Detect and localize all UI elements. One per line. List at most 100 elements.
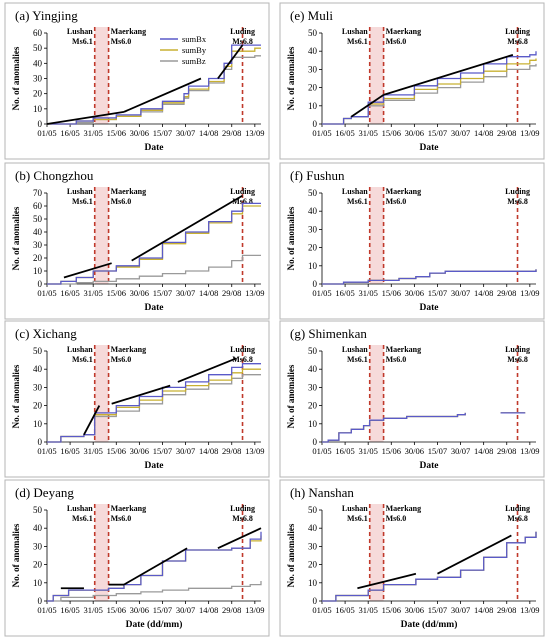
event-label: Lushan xyxy=(342,504,368,513)
y-tick-label: 30 xyxy=(33,240,43,250)
chart-title: (a) Yingjing xyxy=(15,8,78,23)
event-label: Lushan xyxy=(67,187,93,196)
x-tick-label: 30/07 xyxy=(176,288,195,298)
series-line-sumBz xyxy=(47,581,262,602)
y-tick-label: 0 xyxy=(38,596,43,606)
x-tick-label: 30/06 xyxy=(130,128,149,138)
x-tick-label: 30/06 xyxy=(405,605,424,615)
event-label: Luding xyxy=(505,345,530,354)
trend-line xyxy=(177,357,237,383)
x-tick-label: 13/09 xyxy=(245,605,264,615)
y-tick-label: 40 xyxy=(308,523,318,533)
event-magnitude: Ms6.1 xyxy=(347,197,368,206)
event-label: Maerkang xyxy=(386,504,422,513)
y-tick-label: 70 xyxy=(33,188,43,198)
y-tick-label: 10 xyxy=(308,578,318,588)
event-label: Maerkang xyxy=(111,27,147,36)
event-label: Luding xyxy=(505,504,530,513)
x-tick-label: 29/08 xyxy=(222,446,241,456)
y-axis-label: No. of anomalies xyxy=(11,523,21,587)
panel-border xyxy=(4,479,270,637)
x-axis-label: Date xyxy=(420,303,439,313)
panel-border xyxy=(279,2,545,160)
event-magnitude: Ms6.0 xyxy=(111,197,132,206)
x-tick-label: 15/06 xyxy=(382,605,401,615)
event-magnitude: Ms6.8 xyxy=(232,37,253,46)
y-tick-label: 0 xyxy=(38,279,43,289)
x-tick-label: 13/09 xyxy=(245,446,264,456)
event-magnitude: Ms6.1 xyxy=(72,37,93,46)
x-tick-label: 15/06 xyxy=(382,128,401,138)
y-tick-label: 20 xyxy=(33,401,43,411)
x-tick-label: 31/05 xyxy=(83,446,102,456)
y-tick-label: 20 xyxy=(308,83,318,93)
x-tick-label: 30/07 xyxy=(176,128,195,138)
x-tick-label: 01/05 xyxy=(37,446,56,456)
x-tick-label: 31/05 xyxy=(358,288,377,298)
trend-line xyxy=(123,77,202,113)
legend-label: sumBz xyxy=(182,56,206,66)
x-tick-label: 15/07 xyxy=(153,446,172,456)
x-tick-label: 14/08 xyxy=(474,288,493,298)
y-tick-label: 50 xyxy=(33,43,43,53)
y-tick-label: 40 xyxy=(33,523,43,533)
event-label: Lushan xyxy=(342,345,368,354)
x-tick-label: 30/06 xyxy=(130,605,149,615)
y-axis-label: No. of anomalies xyxy=(286,364,296,428)
y-tick-label: 10 xyxy=(308,101,318,111)
y-tick-label: 20 xyxy=(308,243,318,253)
y-tick-label: 40 xyxy=(308,206,318,216)
event-magnitude: Ms6.8 xyxy=(507,197,528,206)
x-tick-label: 29/08 xyxy=(222,605,241,615)
event-shading xyxy=(369,345,384,442)
series-line-sumBx xyxy=(47,202,261,285)
series-line-sumBx xyxy=(322,531,537,602)
panel-border xyxy=(4,2,270,160)
x-tick-label: 29/08 xyxy=(497,446,516,456)
event-magnitude: Ms6.8 xyxy=(232,514,253,523)
y-tick-label: 30 xyxy=(33,382,43,392)
x-tick-label: 15/07 xyxy=(428,605,447,615)
x-tick-label: 14/08 xyxy=(199,128,218,138)
event-magnitude: Ms6.8 xyxy=(232,197,253,206)
panel-border xyxy=(279,162,545,320)
y-tick-label: 50 xyxy=(308,188,318,198)
event-magnitude: Ms6.8 xyxy=(232,355,253,364)
event-label: Luding xyxy=(230,27,255,36)
x-tick-label: 29/08 xyxy=(497,288,516,298)
y-tick-label: 60 xyxy=(33,201,43,211)
x-tick-label: 30/07 xyxy=(451,128,470,138)
y-tick-label: 20 xyxy=(308,401,318,411)
event-shading xyxy=(94,187,109,284)
event-label: Luding xyxy=(230,345,255,354)
y-tick-label: 50 xyxy=(308,28,318,38)
event-label: Luding xyxy=(230,187,255,196)
x-tick-label: 15/07 xyxy=(153,128,172,138)
event-label: Maerkang xyxy=(111,504,147,513)
y-tick-label: 10 xyxy=(308,419,318,429)
x-tick-label: 16/05 xyxy=(60,288,79,298)
y-tick-label: 40 xyxy=(33,364,43,374)
x-tick-label: 31/05 xyxy=(358,605,377,615)
event-magnitude: Ms6.0 xyxy=(111,514,132,523)
x-axis-label: Date (dd/mm) xyxy=(126,619,183,630)
x-tick-label: 29/08 xyxy=(497,605,516,615)
y-tick-label: 30 xyxy=(308,224,318,234)
trend-line xyxy=(83,405,101,436)
x-tick-label: 15/06 xyxy=(107,288,126,298)
y-tick-label: 0 xyxy=(313,119,318,129)
y-tick-label: 30 xyxy=(308,64,318,74)
y-tick-label: 20 xyxy=(33,89,43,99)
event-label: Luding xyxy=(505,27,530,36)
series-line-sumBz xyxy=(47,254,261,285)
series-line-sumBx xyxy=(322,412,466,443)
x-tick-label: 31/05 xyxy=(358,446,377,456)
x-tick-label: 14/08 xyxy=(199,288,218,298)
x-tick-label: 30/06 xyxy=(130,288,149,298)
trend-line xyxy=(437,534,512,575)
y-tick-label: 30 xyxy=(308,541,318,551)
